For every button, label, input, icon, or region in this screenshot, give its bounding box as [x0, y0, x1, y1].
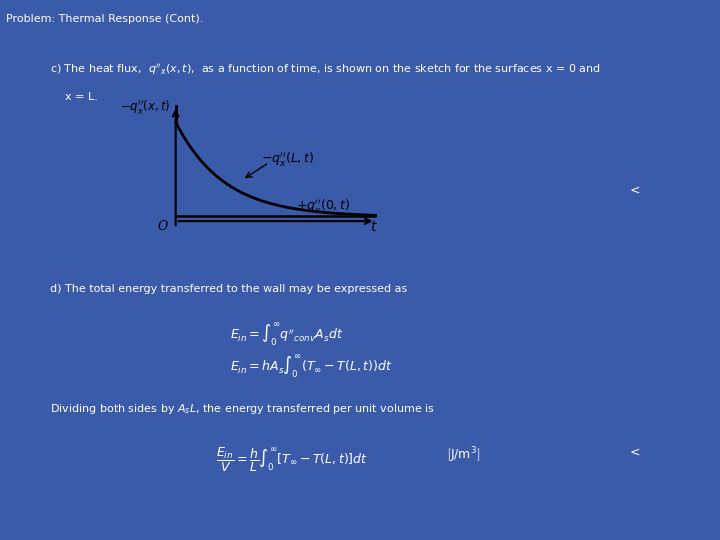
- Text: Problem: Thermal Response (Cont).: Problem: Thermal Response (Cont).: [6, 14, 203, 24]
- Text: $-q^{\prime\prime}_x(x,t)$: $-q^{\prime\prime}_x(x,t)$: [120, 98, 171, 117]
- Text: $-q^{\prime\prime}_x(L,t)$: $-q^{\prime\prime}_x(L,t)$: [261, 150, 314, 168]
- Text: $\dfrac{E_{in}}{V} = \dfrac{h}{L} \int_0^{\infty} \left[T_{\infty} - T(L,t)\righ: $\dfrac{E_{in}}{V} = \dfrac{h}{L} \int_0…: [216, 446, 368, 474]
- Text: $+q^{\prime\prime}_x(0,t)$: $+q^{\prime\prime}_x(0,t)$: [296, 198, 350, 215]
- Text: <: <: [630, 184, 641, 197]
- Text: <: <: [630, 446, 641, 458]
- Text: $E_{in} = \int_0^{\infty} q''_{conv} A_s dt$: $E_{in} = \int_0^{\infty} q''_{conv} A_s…: [230, 321, 344, 348]
- Text: x = L.: x = L.: [65, 92, 98, 102]
- Text: Dividing both sides by $A_sL$, the energy transferred per unit volume is: Dividing both sides by $A_sL$, the energ…: [50, 402, 436, 416]
- Text: $\left[\mathrm{J/m^3}\right]$: $\left[\mathrm{J/m^3}\right]$: [446, 446, 481, 465]
- Text: d) The total energy transferred to the wall may be expressed as: d) The total energy transferred to the w…: [50, 284, 408, 294]
- Text: $E_{in} = hA_s \int_0^{\infty} \left(T_{\infty} - T(L,t)\right)dt$: $E_{in} = hA_s \int_0^{\infty} \left(T_{…: [230, 354, 393, 381]
- Text: $t$: $t$: [370, 220, 378, 234]
- Text: c) The heat flux,  $q''_x(x,t)$,  as a function of time, is shown on the sketch : c) The heat flux, $q''_x(x,t)$, as a fun…: [50, 62, 601, 77]
- Text: O: O: [157, 220, 167, 233]
